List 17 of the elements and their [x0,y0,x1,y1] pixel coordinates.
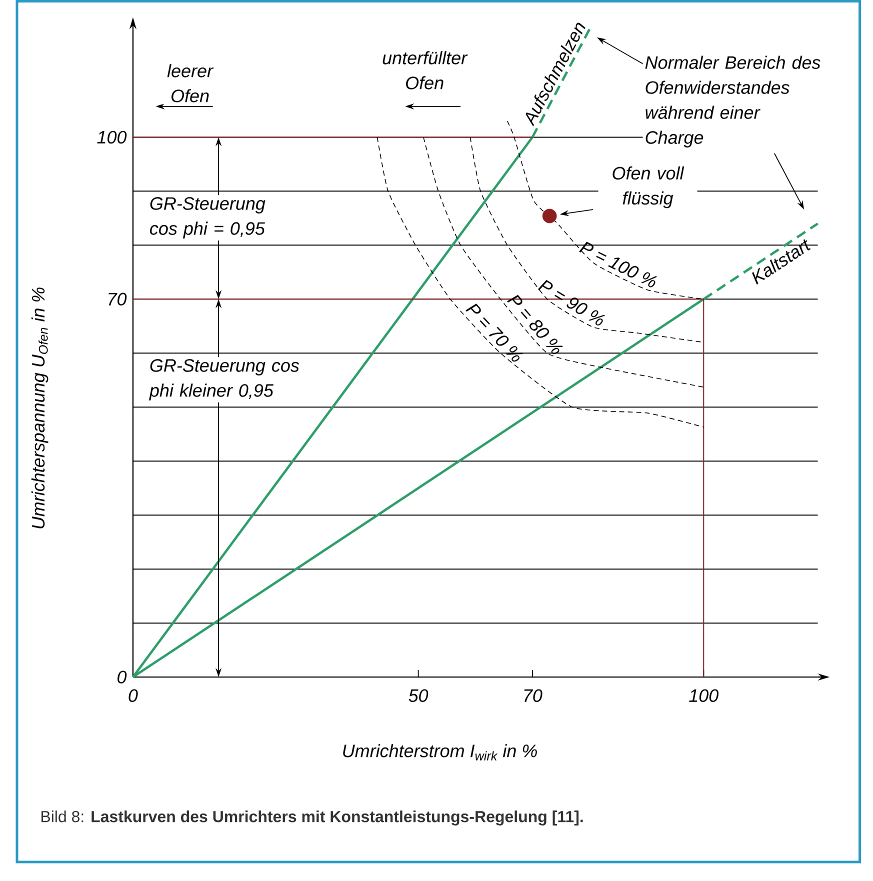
x-axis-title: Umrichterstrom I$_{wirk}$ in % [343,744,538,760]
annotation: unterfüllter Ofen [382,51,468,90]
y-tick-label: 70 [108,292,127,306]
x-tick-label: 70 [524,689,542,702]
annotation: GR-Steuerung cos phi = 0,95 [150,197,266,238]
x-tick-label: 0 [128,689,138,702]
y-tick-label: 0 [118,670,127,684]
annotation: GR-Steuerung cos phi kleiner 0,95 [149,359,300,400]
annotation: Ofen voll flüssig [612,166,684,208]
y-axis-title: Umrichterspannung U$_{Ofen}$ in % [32,288,48,528]
text: Bild 8: Lastkurven des Umrichters mit Konstantleistungs-Regelung [11]. [42,810,583,826]
text: P = 100 % [579,242,658,288]
x-tick-label: 100 [689,689,719,702]
annotation: Normaler Bereich des Ofenwiderstandes während einer Charge [645,56,821,148]
y-tick-label: 100 [97,130,127,144]
x-tick-label: 50 [408,689,428,702]
annotation: leerer Ofen [167,64,214,102]
